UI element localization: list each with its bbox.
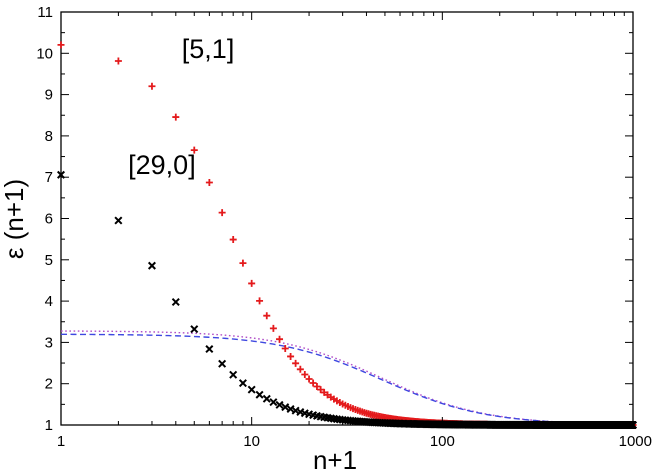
- x-tick-label: 10: [243, 433, 260, 450]
- data-point: [229, 236, 237, 244]
- data-point: [281, 344, 289, 352]
- curve-dashed: [61, 333, 634, 425]
- data-point: [114, 216, 123, 225]
- series-[5,1]: [57, 41, 637, 429]
- data-point: [190, 325, 199, 334]
- x-axis-title: n+1: [313, 445, 357, 475]
- curve-dotted: [60, 330, 634, 425]
- annotation-label: [5,1]: [182, 34, 235, 64]
- y-tick-label: 7: [45, 169, 53, 186]
- data-point: [238, 379, 247, 388]
- data-point: [276, 335, 284, 343]
- data-point: [292, 359, 300, 367]
- data-point: [305, 375, 313, 383]
- data-point: [229, 370, 238, 379]
- x-tick-label: 100: [430, 433, 455, 450]
- data-point: [256, 297, 264, 305]
- data-point: [190, 146, 198, 154]
- data-point: [205, 345, 214, 354]
- data-point: [317, 386, 325, 394]
- data-point: [205, 179, 213, 187]
- y-tick-label: 11: [37, 4, 53, 21]
- data-point: [301, 370, 309, 378]
- data-point: [281, 403, 290, 412]
- y-tick-label: 3: [45, 334, 53, 351]
- series-layer: [56, 41, 638, 429]
- annotation-layer: [5,1] [29,0]: [128, 34, 234, 180]
- y-tick-label: 8: [45, 128, 53, 145]
- y-tick-label: 4: [45, 293, 53, 310]
- data-point: [147, 261, 156, 270]
- x-tick-label: 1000: [619, 433, 652, 450]
- y-tick-label: 10: [36, 45, 53, 62]
- data-point: [286, 405, 295, 414]
- y-tick-label: 5: [45, 252, 53, 269]
- data-point: [263, 312, 271, 320]
- data-point: [269, 324, 277, 332]
- y-tick-label: 6: [45, 211, 53, 228]
- label-layer: 1 10 100 1000 1 2 3 4 5 6 7 8 9 10 11: [36, 4, 652, 450]
- data-point: [309, 379, 317, 387]
- data-point: [171, 297, 180, 307]
- data-point: [114, 57, 122, 65]
- tick-layer: [61, 11, 633, 426]
- data-point: [248, 279, 256, 287]
- data-point: [262, 394, 271, 403]
- y-tick-label: 1: [45, 417, 53, 434]
- y-axis-title: ε (n+1): [0, 179, 29, 259]
- data-point: [287, 352, 295, 360]
- data-point: [218, 209, 226, 217]
- series-[29,0]: [56, 170, 638, 429]
- data-point: [148, 82, 156, 90]
- data-point: [255, 390, 264, 399]
- y-tick-label: 2: [45, 376, 53, 393]
- y-tick-label: 9: [45, 87, 53, 104]
- data-point: [275, 400, 284, 409]
- annotation-label: [29,0]: [128, 150, 196, 180]
- data-point: [239, 259, 247, 267]
- data-point: [172, 113, 180, 121]
- x-tick-label: 1: [57, 433, 65, 450]
- data-point: [296, 365, 304, 373]
- data-point: [218, 359, 227, 368]
- data-point: [247, 385, 256, 394]
- data-point: [57, 41, 65, 49]
- data-point: [313, 383, 321, 391]
- data-point: [269, 398, 278, 407]
